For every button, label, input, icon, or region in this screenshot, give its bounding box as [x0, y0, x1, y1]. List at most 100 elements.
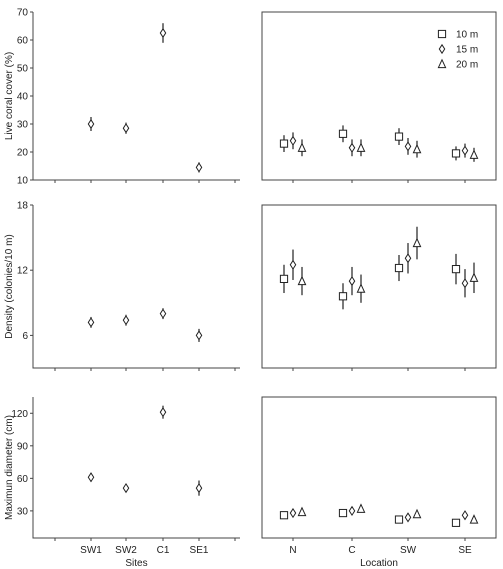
data-point — [412, 143, 422, 154]
y-tick-label: 40 — [17, 92, 29, 103]
axis-frame — [261, 396, 497, 539]
data-point — [394, 263, 404, 273]
x-axis-label: Sites — [125, 558, 147, 569]
data-point — [356, 503, 366, 513]
data-point — [451, 265, 461, 274]
data-point — [394, 515, 404, 524]
axis-frame — [32, 205, 240, 369]
data-point — [122, 123, 130, 134]
y-tick-label: 18 — [17, 201, 29, 212]
data-point — [87, 472, 95, 483]
data-point — [461, 510, 469, 521]
panel-middle-right — [261, 204, 497, 371]
data-point — [348, 275, 356, 287]
series-20m — [297, 503, 479, 524]
y-tick-label: 90 — [17, 441, 29, 452]
panel-bottom-right: N C SW SE Location — [261, 396, 497, 569]
y-axis-label: Density (colonies/10 m) — [4, 234, 15, 338]
x-tick-label: SW1 — [80, 545, 102, 556]
data-point — [404, 253, 412, 264]
data-point — [297, 506, 307, 517]
data-point — [469, 272, 479, 282]
x-tick-label: SW2 — [115, 545, 137, 556]
data-point — [159, 407, 167, 418]
series-15m — [289, 243, 469, 298]
data-point — [279, 139, 289, 148]
y-tick-label: 12 — [17, 266, 29, 277]
x-tick-label: SW — [400, 545, 417, 556]
legend-marker — [438, 43, 446, 55]
data-point — [279, 511, 289, 520]
x-tick-label: C1 — [157, 545, 170, 556]
data-point — [404, 512, 412, 523]
y-tick-label: 50 — [17, 64, 29, 75]
y-tick-label: 30 — [17, 120, 29, 131]
data-point — [297, 142, 307, 152]
data-point — [122, 315, 130, 326]
y-axis-label: Maximun diameter (cm) — [4, 415, 15, 520]
data-point — [348, 505, 356, 517]
data-point — [195, 330, 203, 341]
data-point — [461, 278, 469, 289]
panel-top-right: 10 m 15 m 20 m — [261, 11, 497, 183]
data-point — [469, 514, 479, 524]
data-point — [279, 274, 289, 283]
panel-middle-left: 6 12 18 Density (colonies/10 m) — [4, 201, 240, 371]
data-point — [348, 142, 356, 153]
data-point — [338, 292, 348, 301]
series-10m — [279, 125, 461, 161]
data-point — [394, 132, 404, 141]
y-tick-label: 120 — [11, 409, 28, 420]
legend-marker — [437, 29, 447, 39]
axis-frame — [261, 11, 497, 181]
axis-frame — [32, 397, 240, 539]
y-tick-label: 10 — [17, 176, 29, 187]
data-point — [159, 308, 167, 319]
data-point — [404, 141, 412, 152]
data-point — [356, 283, 366, 293]
data-point — [289, 507, 297, 519]
data-point — [356, 142, 366, 152]
y-tick-label: 6 — [22, 331, 28, 342]
panel-bottom-left: 30 60 90 120 SW1 SW2 C1 SE1 Maximun diameter (cm… — [4, 397, 240, 569]
data-point — [469, 149, 479, 159]
x-tick-label: SE — [458, 545, 472, 556]
legend-marker — [437, 58, 447, 69]
y-tick-label: 70 — [17, 8, 29, 19]
data-point — [289, 259, 297, 270]
data-point — [87, 118, 95, 130]
axis-frame — [261, 204, 497, 369]
data-point — [412, 508, 422, 519]
data-point — [195, 482, 203, 494]
series-15m — [289, 505, 469, 523]
data-point — [122, 482, 130, 494]
legend: 10 m 15 m 20 m — [437, 29, 478, 71]
legend-label: 20 m — [456, 60, 478, 71]
data-point — [159, 27, 167, 39]
x-tick-label: SE1 — [190, 545, 209, 556]
data-point — [461, 145, 469, 156]
data-point — [451, 518, 461, 527]
data-point — [451, 149, 461, 158]
panel-top-left: 10 20 30 40 50 60 70 Live coral cover (%) — [4, 8, 240, 187]
series-20m — [297, 139, 479, 162]
y-tick-label: 60 — [17, 474, 29, 485]
y-axis-label: Live coral cover (%) — [4, 52, 15, 140]
x-axis-label: Location — [360, 558, 398, 569]
data-point — [412, 237, 422, 248]
series-20m — [297, 226, 479, 303]
axis-frame — [32, 12, 240, 181]
x-tick-label: N — [289, 545, 296, 556]
x-tick-label: C — [348, 545, 355, 556]
data-point — [87, 317, 95, 328]
data-point — [338, 129, 348, 138]
y-tick-label: 20 — [17, 148, 29, 159]
series-10m — [279, 253, 461, 310]
series-15m — [289, 132, 469, 158]
series-10m — [279, 508, 461, 527]
y-tick-label: 30 — [17, 506, 29, 517]
legend-label: 10 m — [456, 30, 478, 41]
data-point — [338, 508, 348, 518]
data-point — [289, 135, 297, 146]
